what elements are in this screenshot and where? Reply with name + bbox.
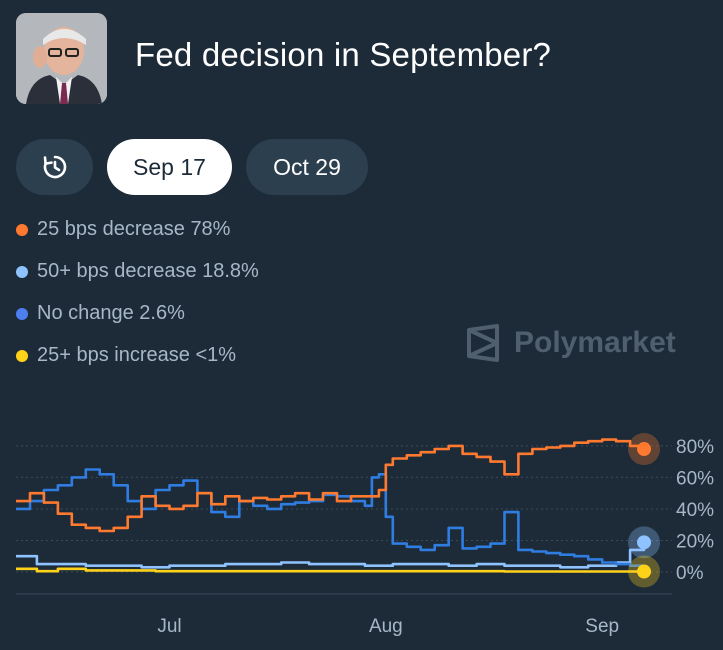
legend-dot (16, 223, 28, 236)
person-portrait-icon (16, 13, 107, 104)
x-tick-label: Jul (157, 616, 181, 637)
polymarket-watermark: Polymarket (466, 323, 676, 363)
legend-item: 25+ bps increase <1% (16, 344, 236, 367)
legend-label: 25 bps decrease 78% (37, 218, 231, 240)
history-clock-icon (43, 155, 66, 179)
legend-dot (16, 307, 28, 320)
legend-label: No change 2.6% (37, 302, 185, 324)
endpoint-marker (637, 442, 652, 457)
page-title: Fed decision in September? (135, 36, 552, 73)
legend-item: No change 2.6% (16, 302, 185, 325)
y-tick-label: 20% (676, 531, 714, 552)
y-tick-label: 60% (676, 468, 714, 489)
endpoint-marker (637, 535, 652, 550)
tab-sep-17[interactable]: Sep 17 (107, 139, 232, 195)
legend-item: 25 bps decrease 78% (16, 218, 230, 241)
endpoint-marker (637, 564, 652, 579)
tab-oct-29[interactable]: Oct 29 (246, 139, 368, 195)
legend-dot (16, 349, 28, 362)
polymarket-logo-icon (467, 324, 499, 362)
market-avatar (16, 13, 107, 104)
y-tick-label: 80% (676, 437, 714, 458)
series-line-no-change (16, 468, 646, 568)
watermark-text: Polymarket (514, 326, 676, 359)
legend-label: 25+ bps increase <1% (37, 344, 237, 366)
x-tick-label: Aug (369, 616, 403, 637)
x-tick-label: Sep (585, 616, 619, 637)
legend-item: 50+ bps decrease 18.8% (16, 260, 259, 283)
legend-label: 50+ bps decrease 18.8% (37, 260, 259, 282)
history-button[interactable] (16, 139, 93, 195)
legend-dot (16, 265, 28, 278)
series-line-25-bps-increase (16, 567, 644, 573)
y-tick-label: 40% (676, 500, 714, 521)
series-line-50-bps-decrease (16, 542, 646, 569)
y-tick-label: 0% (676, 563, 704, 584)
series-line-25-bps-decrease (16, 438, 646, 533)
